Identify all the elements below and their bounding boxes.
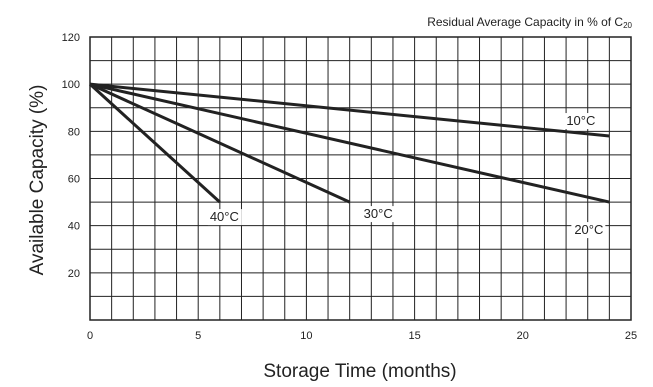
series-labels: 10°C 20°C 30°C 40°C [207, 113, 606, 239]
x-tick-label: 10 [300, 330, 312, 342]
grid-lines [90, 37, 631, 320]
y-tick-label: 120 [62, 32, 80, 44]
plot-frame [89, 36, 632, 321]
y-tick-label: 80 [68, 126, 80, 138]
x-tick-label: 15 [408, 330, 420, 342]
x-tick-label: 0 [87, 330, 93, 342]
series-line [88, 83, 221, 204]
series-label: 40°C [210, 209, 239, 224]
tick-labels: 0 5 10 15 20 25 20 40 60 80 100 120 [62, 32, 637, 342]
series-line [89, 82, 610, 138]
series-label-background [571, 222, 606, 239]
y-axis-title: Available Capacity (%) [27, 85, 48, 276]
series-label: 20°C [574, 222, 603, 237]
y-tick-label: 40 [68, 221, 80, 233]
series-label-background [361, 206, 396, 223]
chart-title-text: Residual Average Capacity in % of C [427, 15, 623, 29]
chart-title: Residual Average Capacity in % of C20 [427, 15, 632, 30]
y-tick-label: 60 [68, 174, 80, 186]
series-label: 10°C [566, 113, 595, 128]
x-tick-label: 25 [625, 330, 637, 342]
x-tick-label: 5 [195, 330, 201, 342]
series-label-background [563, 113, 598, 130]
chart-title-subscript: 20 [623, 21, 632, 30]
series-line [89, 82, 351, 204]
series-line [89, 82, 610, 204]
y-tick-label: 100 [62, 79, 80, 91]
x-tick-label: 20 [517, 330, 529, 342]
series-lines [88, 82, 610, 204]
series-label: 30°C [364, 206, 393, 221]
series-label-background [207, 209, 242, 226]
x-axis-title: Storage Time (months) [263, 361, 456, 382]
y-tick-label: 20 [68, 268, 80, 280]
